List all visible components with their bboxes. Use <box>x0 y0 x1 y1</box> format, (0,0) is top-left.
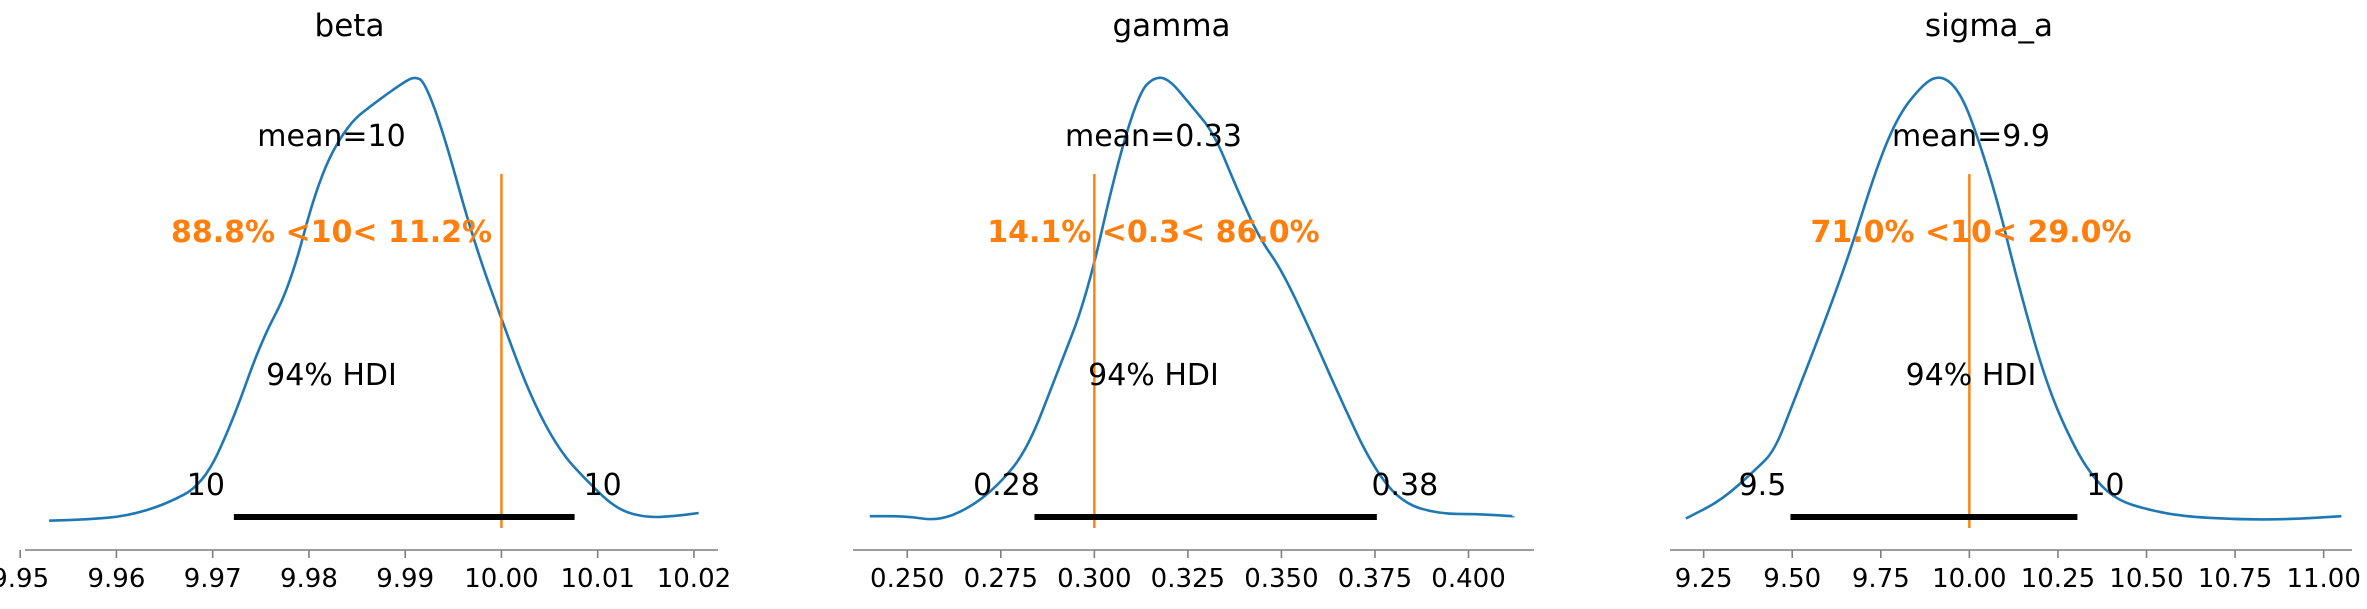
density-curve <box>49 76 699 522</box>
x-tick-label: 0.350 <box>1244 564 1318 594</box>
x-tick-label: 9.99 <box>376 564 434 594</box>
mean-label: mean=9.9 <box>1892 119 2050 154</box>
x-tick-label: 0.325 <box>1151 564 1225 594</box>
mean-label: mean=10 <box>257 119 405 154</box>
reference-percentages: 14.1% <0.3< 86.0% <box>987 215 1319 250</box>
hdi-label: 94% HDI <box>1088 358 1219 393</box>
x-tick-label: 10.01 <box>560 564 634 594</box>
reference-percentages: 88.8% <10< 11.2% <box>171 215 492 250</box>
x-tick-label: 10.25 <box>2021 564 2095 594</box>
hdi-lower-label: 10 <box>187 468 225 503</box>
x-tick-label: 9.98 <box>280 564 338 594</box>
x-tick-label: 11.00 <box>2286 564 2360 594</box>
x-tick-label: 9.25 <box>1675 564 1733 594</box>
x-tick-label: 0.400 <box>1431 564 1505 594</box>
hdi-upper-label: 0.38 <box>1371 468 1438 503</box>
hdi-lower-label: 9.5 <box>1739 468 1787 503</box>
panel-title: gamma <box>1112 8 1230 44</box>
hdi-label: 94% HDI <box>1906 358 2037 393</box>
hdi-lower-label: 0.28 <box>973 468 1040 503</box>
panel-title: sigma_a <box>1925 8 2053 44</box>
mean-label: mean=0.33 <box>1065 119 1242 154</box>
hdi-upper-label: 10 <box>583 468 621 503</box>
x-tick-label: 0.275 <box>964 564 1038 594</box>
x-tick-label: 9.97 <box>184 564 242 594</box>
x-tick-label: 10.00 <box>1932 564 2006 594</box>
hdi-label: 94% HDI <box>266 358 397 393</box>
hdi-upper-label: 10 <box>2086 468 2124 503</box>
x-tick-label: 0.300 <box>1057 564 1131 594</box>
x-tick-label: 10.00 <box>464 564 538 594</box>
x-tick-label: 9.95 <box>0 564 49 594</box>
posterior-panel-gamma: gamma mean=0.33 14.1% <0.3< 86.0% 94% HDI 0.… <box>853 8 1534 594</box>
reference-percentages: 71.0% <10< 29.0% <box>1810 215 2131 250</box>
x-tick-label: 10.50 <box>2109 564 2183 594</box>
density-curve <box>869 76 1515 521</box>
x-tick-label: 9.75 <box>1852 564 1910 594</box>
posterior-panel-beta: beta mean=10 88.8% <10< 11.2% 94% HDI 10 10 9.… <box>0 8 731 594</box>
x-tick-label: 0.250 <box>870 564 944 594</box>
x-tick-label: 9.96 <box>87 564 145 594</box>
x-tick-label: 9.50 <box>1763 564 1821 594</box>
x-tick-label: 10.02 <box>657 564 731 594</box>
posterior-panel-sigma_a: sigma_a mean=9.9 71.0% <10< 29.0% 94% HDI 9.… <box>1670 8 2361 594</box>
density-curve <box>1685 76 2342 521</box>
panel-title: beta <box>315 8 385 44</box>
x-tick-label: 10.75 <box>2198 564 2272 594</box>
x-tick-label: 0.375 <box>1338 564 1412 594</box>
